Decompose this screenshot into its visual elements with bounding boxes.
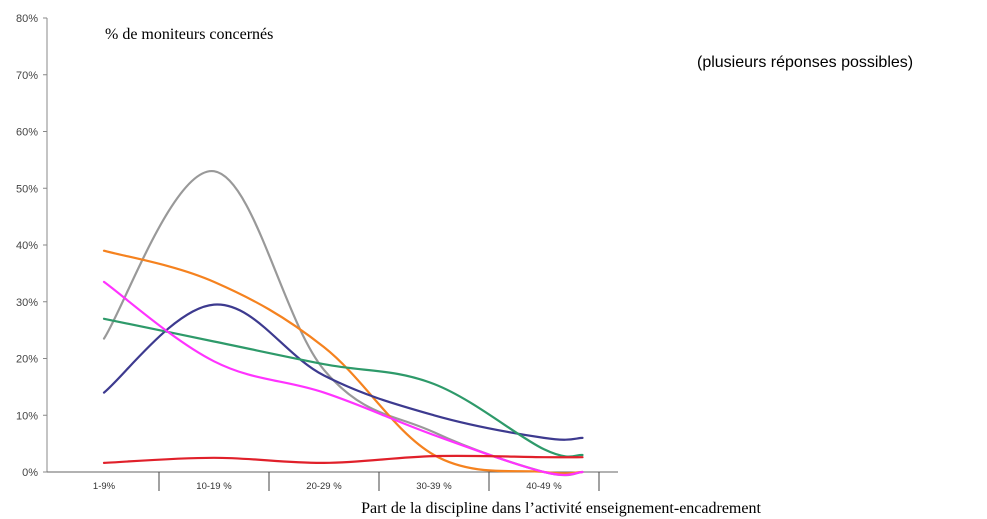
- series-line: [102, 249, 584, 475]
- y-axis: 0% 10% 20% 30% 40% 50% 60% 70% 80%: [16, 13, 48, 479]
- y-tick-label: 70%: [16, 70, 38, 82]
- chart-note: (plusieurs réponses possibles): [697, 54, 913, 71]
- x-tick-label: 1-9%: [93, 481, 116, 492]
- x-tick-label: 10-19 %: [196, 481, 232, 492]
- y-tick-label: 20%: [16, 354, 38, 366]
- x-tick-label: 30-39 %: [416, 481, 452, 492]
- y-tick-label: 60%: [16, 127, 38, 139]
- series-line: [102, 303, 584, 441]
- series-line: [102, 454, 584, 465]
- x-axis: 1-9% 10-19 % 20-29 % 30-39 % 40-49 %: [47, 471, 618, 492]
- y-tick-label: 0%: [22, 467, 38, 479]
- x-tick-label: 40-49 %: [526, 481, 562, 492]
- y-tick-label: 50%: [16, 183, 38, 195]
- x-axis-label: Part de la discipline dans l’activité en…: [361, 500, 761, 517]
- series-lines: [102, 170, 584, 477]
- y-tick-label: 10%: [16, 410, 38, 422]
- y-axis-label: % de moniteurs concernés: [105, 26, 273, 43]
- series-line: [102, 280, 584, 477]
- series-line: [102, 317, 584, 458]
- y-tick-label: 30%: [16, 297, 38, 309]
- y-tick-label: 40%: [16, 240, 38, 252]
- x-tick-label: 20-29 %: [306, 481, 342, 492]
- y-tick-label: 80%: [16, 13, 38, 25]
